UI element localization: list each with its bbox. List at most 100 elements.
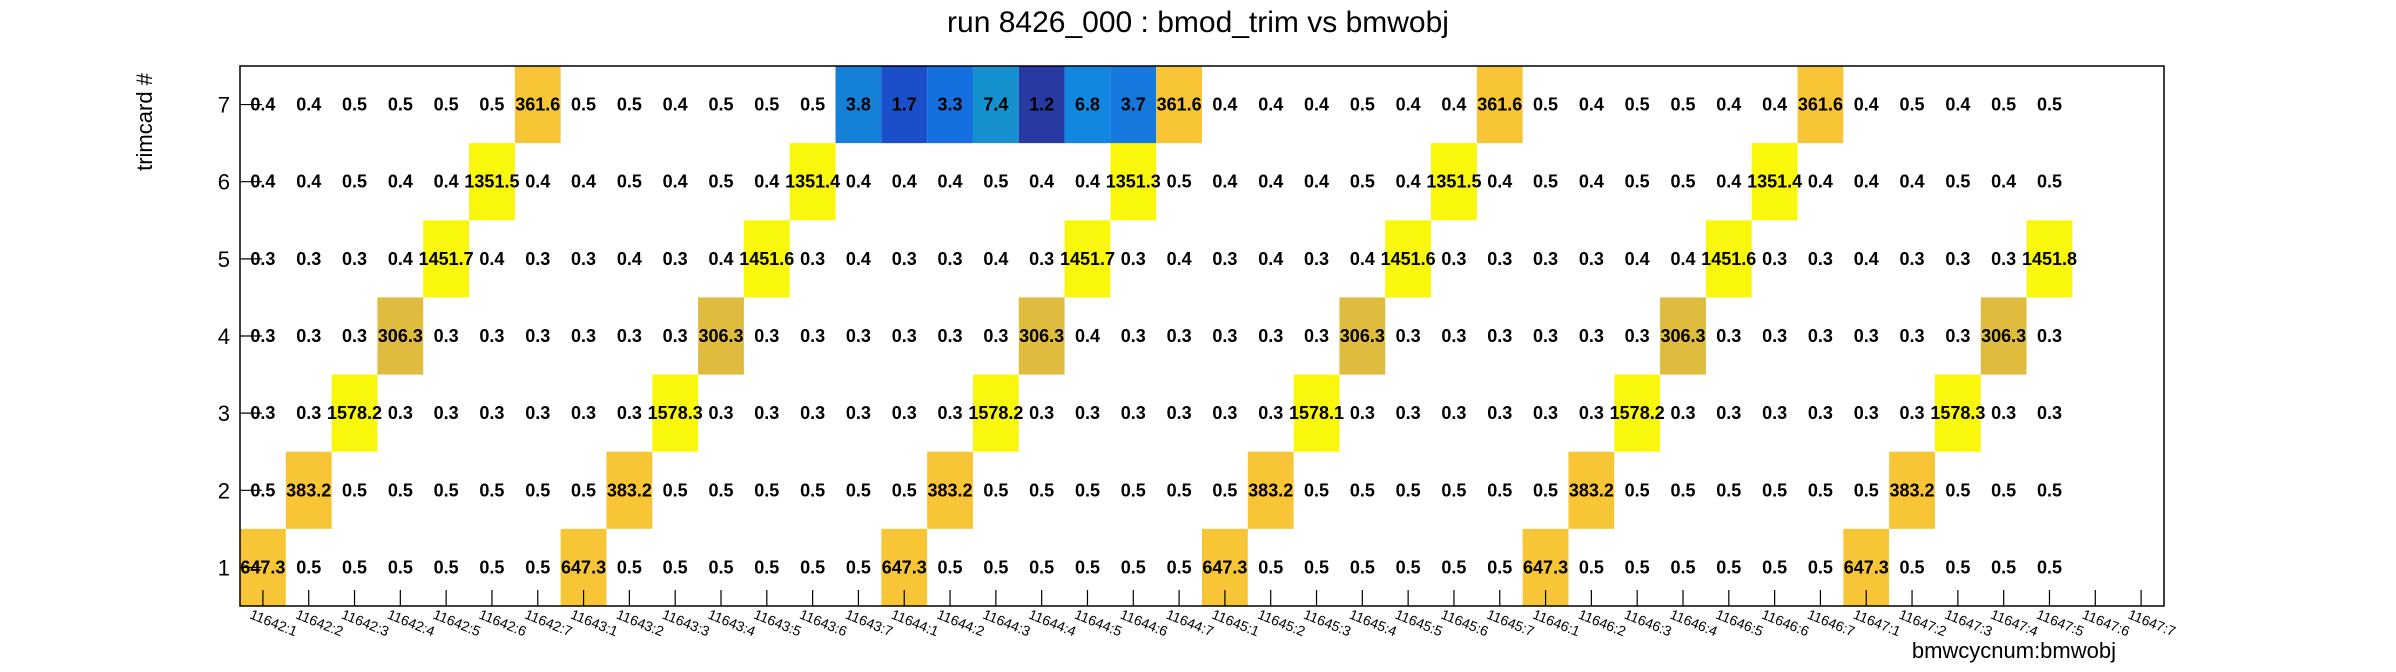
cell-value-label: 0.5 (525, 480, 550, 500)
cell-value-label: 383.2 (1248, 480, 1293, 500)
cell-value-label: 1351.5 (1426, 172, 1481, 192)
cell-value-label: 0.3 (983, 326, 1008, 346)
cell-value-label: 0.3 (434, 403, 459, 423)
cell-value-label: 647.3 (561, 557, 606, 577)
heatmap-cell (652, 374, 699, 452)
heatmap-cell (1110, 143, 1157, 221)
cell-value-label: 0.5 (663, 557, 688, 577)
cell-value-label: 0.5 (1716, 480, 1741, 500)
cell-value-label: 0.5 (983, 172, 1008, 192)
cell-value-label: 0.5 (617, 95, 642, 115)
cell-value-label: 3.7 (1121, 95, 1146, 115)
cell-value-label: 1451.6 (739, 249, 794, 269)
cell-value-label: 0.4 (1854, 95, 1879, 115)
cell-value-label: 0.5 (1900, 95, 1925, 115)
cell-value-label: 0.5 (1121, 480, 1146, 500)
cell-value-label: 1451.6 (1701, 249, 1756, 269)
cell-value-label: 0.4 (1991, 172, 2016, 192)
cell-value-label: 0.3 (800, 249, 825, 269)
cell-value-label: 0.3 (938, 403, 963, 423)
cell-value-label: 0.3 (1029, 403, 1054, 423)
cell-value-label: 0.3 (1029, 249, 1054, 269)
cell-value-label: 0.3 (663, 249, 688, 269)
cell-value-label: 0.5 (1441, 557, 1466, 577)
cell-value-label: 0.3 (525, 403, 550, 423)
cell-value-label: 0.4 (1900, 172, 1925, 192)
cell-value-label: 0.4 (1212, 172, 1237, 192)
cell-value-label: 0.3 (892, 249, 917, 269)
cell-value-label: 0.3 (1533, 249, 1558, 269)
x-tick-label: 11642:1 (248, 606, 300, 639)
cell-value-label: 0.5 (1625, 95, 1650, 115)
cell-value-label: 0.5 (800, 557, 825, 577)
cell-value-label: 0.4 (1396, 172, 1421, 192)
cell-value-label: 0.3 (1350, 403, 1375, 423)
heatmap-cell (1889, 451, 1935, 529)
cell-value-label: 0.5 (296, 557, 321, 577)
cell-value-label: 0.4 (296, 95, 321, 115)
cell-value-label: 306.3 (1660, 326, 1705, 346)
cell-value-label: 0.4 (1808, 172, 1833, 192)
cell-value-label: 0.4 (1716, 95, 1741, 115)
heatmap-cell (469, 143, 515, 221)
x-tick-label: 11644:4 (1027, 606, 1079, 639)
heatmap-cell (1980, 297, 2027, 375)
heatmap-cell (927, 451, 973, 529)
cell-value-label: 0.3 (250, 403, 275, 423)
cell-value-label: 1451.7 (1060, 249, 1115, 269)
cell-value-label: 6.8 (1075, 95, 1100, 115)
x-tick-label: 11647:7 (2126, 606, 2178, 639)
heatmap-cell (1339, 297, 1386, 375)
cell-value-label: 383.2 (1569, 480, 1614, 500)
cell-value-label: 0.5 (1441, 480, 1466, 500)
cell-value-label: 0.3 (1900, 249, 1925, 269)
x-tick-label: 11643:2 (614, 606, 666, 639)
x-tick-label: 11643:7 (843, 606, 895, 639)
heatmap-cell (2026, 220, 2073, 298)
cell-value-label: 0.5 (754, 95, 779, 115)
cell-value-label: 3.3 (938, 95, 963, 115)
cell-value-label: 306.3 (698, 326, 743, 346)
cell-value-label: 306.3 (378, 326, 423, 346)
cell-value-label: 0.3 (571, 326, 596, 346)
cell-value-label: 0.5 (1075, 480, 1100, 500)
cell-value-label: 0.3 (754, 403, 779, 423)
cell-value-label: 0.3 (1258, 326, 1283, 346)
cell-value-label: 0.4 (846, 249, 871, 269)
cell-value-label: 0.3 (1121, 326, 1146, 346)
cell-value-label: 0.3 (1625, 326, 1650, 346)
cell-value-label: 1451.8 (2022, 249, 2077, 269)
cell-value-label: 0.4 (1304, 95, 1329, 115)
cell-value-label: 0.3 (1212, 403, 1237, 423)
cell-value-label: 0.5 (1075, 557, 1100, 577)
cell-value-label: 0.4 (892, 172, 917, 192)
cell-value-label: 0.5 (1762, 480, 1787, 500)
cell-value-label: 0.5 (434, 557, 459, 577)
cell-value-label: 0.5 (1991, 557, 2016, 577)
x-tick-label: 11646:4 (1668, 606, 1720, 639)
cell-value-label: 0.5 (1167, 557, 1192, 577)
x-tick-label: 11644:2 (935, 606, 987, 639)
cell-value-label: 0.4 (938, 172, 963, 192)
cell-value-label: 0.4 (1396, 95, 1421, 115)
cell-value-label: 0.5 (617, 172, 642, 192)
cell-value-label: 0.5 (708, 557, 733, 577)
cell-value-label: 1578.2 (968, 403, 1023, 423)
cell-value-label: 0.3 (296, 326, 321, 346)
cell-value-label: 0.3 (1900, 403, 1925, 423)
cell-value-label: 0.3 (800, 326, 825, 346)
x-tick-label: 11642:7 (523, 606, 575, 639)
cell-value-label: 0.3 (892, 403, 917, 423)
cell-value-label: 0.4 (1029, 172, 1054, 192)
cell-value-label: 0.5 (1670, 557, 1695, 577)
cell-value-label: 0.4 (1075, 172, 1100, 192)
heatmap-cell (972, 374, 1019, 452)
x-tick-label: 11644:5 (1072, 606, 1124, 639)
cell-value-label: 0.3 (342, 249, 367, 269)
cell-value-label: 0.3 (388, 403, 413, 423)
cell-value-label: 647.3 (1523, 557, 1568, 577)
x-tick-label: 11645:4 (1347, 606, 1399, 639)
cell-value-label: 0.5 (1900, 557, 1925, 577)
cell-value-label: 0.5 (1350, 95, 1375, 115)
x-tick-label: 11647:3 (1943, 606, 1995, 639)
